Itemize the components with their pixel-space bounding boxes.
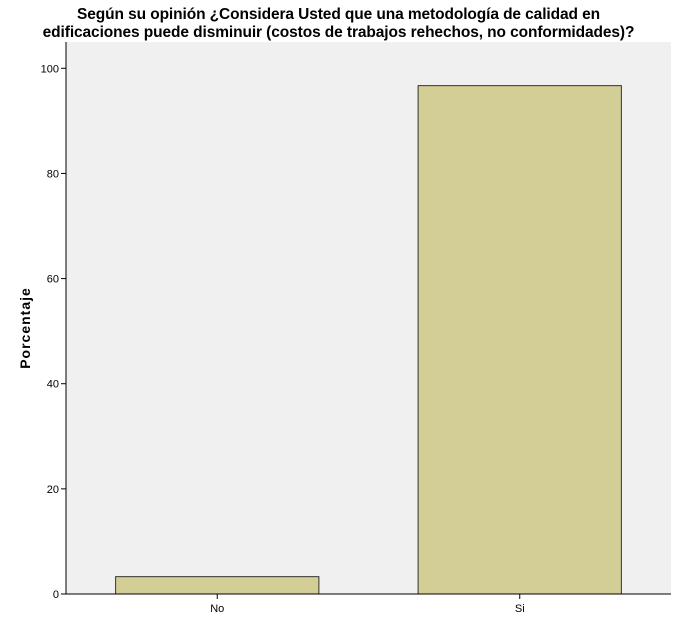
y-tick-label: 100 bbox=[41, 63, 59, 75]
y-tick-label: 80 bbox=[47, 168, 59, 180]
y-tick-label: 40 bbox=[47, 379, 59, 391]
bar-no bbox=[115, 576, 320, 595]
chart-title: Según su opinión ¿Considera Usted que un… bbox=[0, 6, 677, 42]
chart-title-line-1: Según su opinión ¿Considera Usted que un… bbox=[77, 6, 600, 23]
bar-si bbox=[417, 85, 622, 595]
chart-title-line-2: edificaciones puede disminuir (costos de… bbox=[42, 24, 635, 41]
y-tick-label: 60 bbox=[47, 274, 59, 286]
y-ticks-group: 0 20 40 60 80 100 bbox=[41, 63, 66, 601]
x-tick-label: Si bbox=[515, 603, 525, 615]
y-axis-label: Porcentaje bbox=[17, 287, 33, 369]
y-tick-label: 20 bbox=[47, 484, 59, 496]
bars-group bbox=[115, 85, 622, 595]
x-tick-label: No bbox=[210, 603, 224, 615]
y-tick-label: 0 bbox=[53, 589, 59, 601]
x-ticks-group: No Si bbox=[210, 594, 525, 615]
